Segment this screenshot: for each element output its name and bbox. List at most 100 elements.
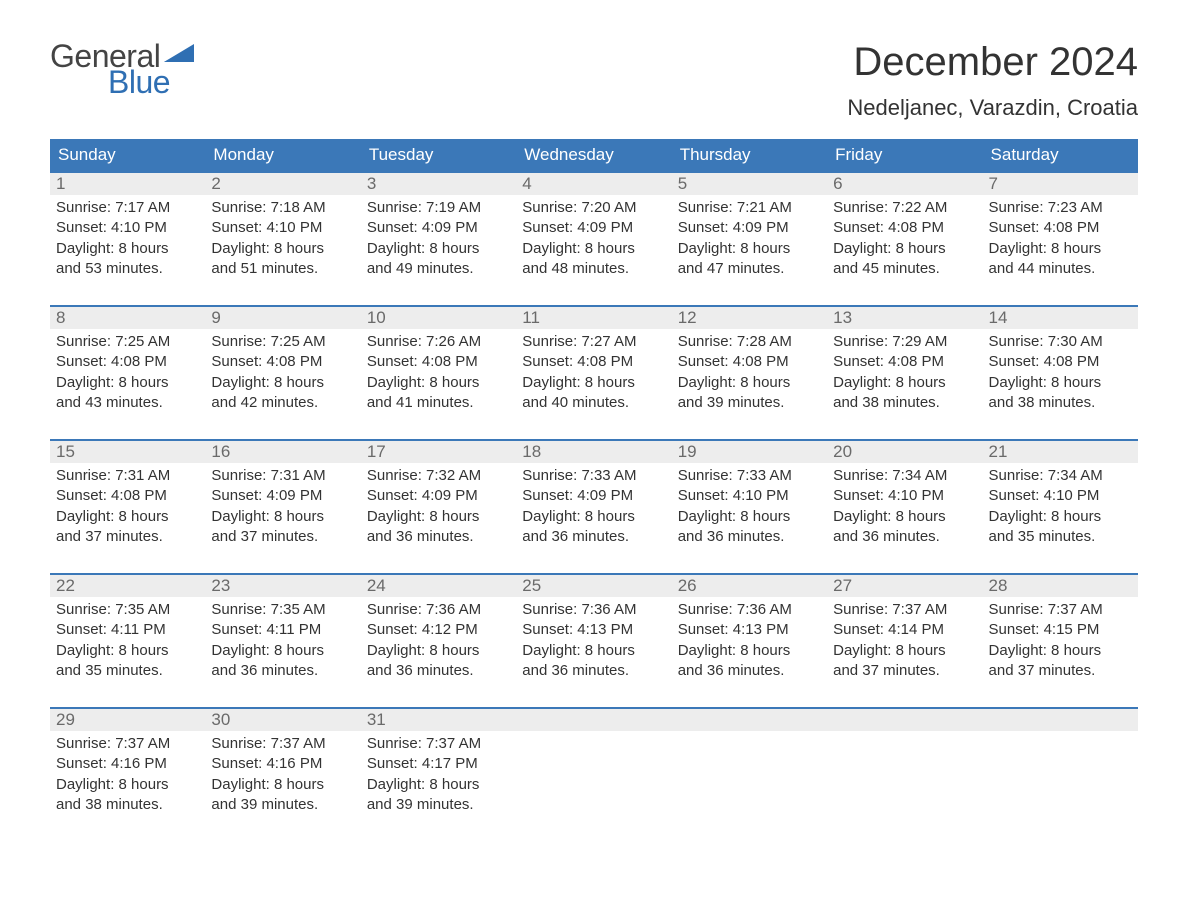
sunrise-line: Sunrise: 7:21 AM (678, 198, 821, 218)
sunrise-line: Sunrise: 7:36 AM (367, 600, 510, 620)
day-number: 31 (361, 709, 516, 731)
title-block: December 2024 Nedeljanec, Varazdin, Croa… (847, 40, 1138, 121)
day-number: 13 (827, 307, 982, 329)
day-cell-8: 8Sunrise: 7:25 AMSunset: 4:08 PMDaylight… (50, 307, 205, 415)
day-cell-empty (827, 709, 982, 817)
daylight-line-1: Daylight: 8 hours (56, 373, 199, 393)
day-cell-17: 17Sunrise: 7:32 AMSunset: 4:09 PMDayligh… (361, 441, 516, 549)
day-details: Sunrise: 7:22 AMSunset: 4:08 PMDaylight:… (827, 195, 982, 281)
day-number: 26 (672, 575, 827, 597)
daylight-line-1: Daylight: 8 hours (522, 641, 665, 661)
day-number: 24 (361, 575, 516, 597)
daylight-line-1: Daylight: 8 hours (211, 507, 354, 527)
day-details: Sunrise: 7:37 AMSunset: 4:16 PMDaylight:… (50, 731, 205, 817)
daylight-line-2: and 36 minutes. (367, 527, 510, 547)
daylight-line-2: and 42 minutes. (211, 393, 354, 413)
sunset-line: Sunset: 4:09 PM (367, 218, 510, 238)
day-cell-21: 21Sunrise: 7:34 AMSunset: 4:10 PMDayligh… (983, 441, 1138, 549)
day-cell-19: 19Sunrise: 7:33 AMSunset: 4:10 PMDayligh… (672, 441, 827, 549)
sunset-line: Sunset: 4:09 PM (211, 486, 354, 506)
day-details: Sunrise: 7:21 AMSunset: 4:09 PMDaylight:… (672, 195, 827, 281)
day-cell-1: 1Sunrise: 7:17 AMSunset: 4:10 PMDaylight… (50, 173, 205, 281)
sunrise-line: Sunrise: 7:18 AM (211, 198, 354, 218)
sunset-line: Sunset: 4:14 PM (833, 620, 976, 640)
sunset-line: Sunset: 4:13 PM (678, 620, 821, 640)
day-details: Sunrise: 7:36 AMSunset: 4:13 PMDaylight:… (516, 597, 671, 683)
daylight-line-1: Daylight: 8 hours (833, 507, 976, 527)
day-details: Sunrise: 7:31 AMSunset: 4:08 PMDaylight:… (50, 463, 205, 549)
day-number: 17 (361, 441, 516, 463)
daylight-line-2: and 45 minutes. (833, 259, 976, 279)
sunset-line: Sunset: 4:10 PM (211, 218, 354, 238)
sunrise-line: Sunrise: 7:17 AM (56, 198, 199, 218)
day-cell-15: 15Sunrise: 7:31 AMSunset: 4:08 PMDayligh… (50, 441, 205, 549)
day-number: 23 (205, 575, 360, 597)
day-number: 3 (361, 173, 516, 195)
sunset-line: Sunset: 4:08 PM (56, 486, 199, 506)
sunrise-line: Sunrise: 7:32 AM (367, 466, 510, 486)
daylight-line-1: Daylight: 8 hours (678, 239, 821, 259)
week-row: 8Sunrise: 7:25 AMSunset: 4:08 PMDaylight… (50, 305, 1138, 415)
day-cell-22: 22Sunrise: 7:35 AMSunset: 4:11 PMDayligh… (50, 575, 205, 683)
daylight-line-1: Daylight: 8 hours (833, 239, 976, 259)
daylight-line-1: Daylight: 8 hours (678, 507, 821, 527)
sunrise-line: Sunrise: 7:26 AM (367, 332, 510, 352)
sunset-line: Sunset: 4:13 PM (522, 620, 665, 640)
sunrise-line: Sunrise: 7:31 AM (56, 466, 199, 486)
day-details: Sunrise: 7:20 AMSunset: 4:09 PMDaylight:… (516, 195, 671, 281)
daylight-line-1: Daylight: 8 hours (56, 775, 199, 795)
sunrise-line: Sunrise: 7:25 AM (211, 332, 354, 352)
daylight-line-2: and 38 minutes. (989, 393, 1132, 413)
daylight-line-1: Daylight: 8 hours (367, 239, 510, 259)
day-cell-5: 5Sunrise: 7:21 AMSunset: 4:09 PMDaylight… (672, 173, 827, 281)
day-details: Sunrise: 7:19 AMSunset: 4:09 PMDaylight:… (361, 195, 516, 281)
day-cell-23: 23Sunrise: 7:35 AMSunset: 4:11 PMDayligh… (205, 575, 360, 683)
sunset-line: Sunset: 4:08 PM (678, 352, 821, 372)
sunrise-line: Sunrise: 7:34 AM (833, 466, 976, 486)
daylight-line-2: and 43 minutes. (56, 393, 199, 413)
sunrise-line: Sunrise: 7:35 AM (56, 600, 199, 620)
day-details: Sunrise: 7:30 AMSunset: 4:08 PMDaylight:… (983, 329, 1138, 415)
week-row: 22Sunrise: 7:35 AMSunset: 4:11 PMDayligh… (50, 573, 1138, 683)
day-cell-12: 12Sunrise: 7:28 AMSunset: 4:08 PMDayligh… (672, 307, 827, 415)
daylight-line-2: and 37 minutes. (989, 661, 1132, 681)
day-cell-14: 14Sunrise: 7:30 AMSunset: 4:08 PMDayligh… (983, 307, 1138, 415)
logo-word-blue: Blue (108, 66, 194, 98)
sunrise-line: Sunrise: 7:36 AM (678, 600, 821, 620)
day-number: 20 (827, 441, 982, 463)
daylight-line-1: Daylight: 8 hours (678, 373, 821, 393)
day-details: Sunrise: 7:37 AMSunset: 4:14 PMDaylight:… (827, 597, 982, 683)
day-details: Sunrise: 7:32 AMSunset: 4:09 PMDaylight:… (361, 463, 516, 549)
daylight-line-2: and 35 minutes. (989, 527, 1132, 547)
daylight-line-2: and 51 minutes. (211, 259, 354, 279)
day-number: 2 (205, 173, 360, 195)
daylight-line-1: Daylight: 8 hours (56, 641, 199, 661)
day-details: Sunrise: 7:37 AMSunset: 4:15 PMDaylight:… (983, 597, 1138, 683)
day-details: Sunrise: 7:27 AMSunset: 4:08 PMDaylight:… (516, 329, 671, 415)
sunrise-line: Sunrise: 7:27 AM (522, 332, 665, 352)
day-number: 1 (50, 173, 205, 195)
sunset-line: Sunset: 4:08 PM (989, 352, 1132, 372)
day-details: Sunrise: 7:37 AMSunset: 4:17 PMDaylight:… (361, 731, 516, 817)
daylight-line-1: Daylight: 8 hours (367, 507, 510, 527)
daylight-line-2: and 38 minutes. (833, 393, 976, 413)
daylight-line-2: and 36 minutes. (522, 661, 665, 681)
daylight-line-2: and 37 minutes. (211, 527, 354, 547)
day-cell-empty (516, 709, 671, 817)
sunrise-line: Sunrise: 7:33 AM (678, 466, 821, 486)
daylight-line-1: Daylight: 8 hours (989, 239, 1132, 259)
sunrise-line: Sunrise: 7:19 AM (367, 198, 510, 218)
location-subtitle: Nedeljanec, Varazdin, Croatia (847, 95, 1138, 121)
day-number: 27 (827, 575, 982, 597)
sunset-line: Sunset: 4:16 PM (56, 754, 199, 774)
daylight-line-2: and 38 minutes. (56, 795, 199, 815)
day-cell-28: 28Sunrise: 7:37 AMSunset: 4:15 PMDayligh… (983, 575, 1138, 683)
daylight-line-1: Daylight: 8 hours (522, 507, 665, 527)
day-cell-3: 3Sunrise: 7:19 AMSunset: 4:09 PMDaylight… (361, 173, 516, 281)
sunrise-line: Sunrise: 7:37 AM (367, 734, 510, 754)
day-number: 7 (983, 173, 1138, 195)
daylight-line-1: Daylight: 8 hours (367, 775, 510, 795)
daylight-line-2: and 48 minutes. (522, 259, 665, 279)
day-number (827, 709, 982, 731)
day-details: Sunrise: 7:34 AMSunset: 4:10 PMDaylight:… (827, 463, 982, 549)
